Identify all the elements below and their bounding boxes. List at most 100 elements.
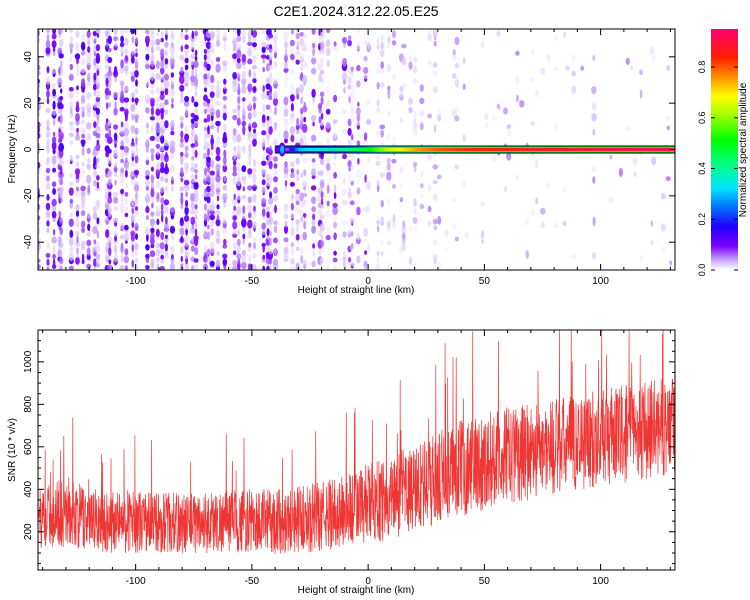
heatmap-cell — [311, 67, 317, 75]
heatmap-cell — [156, 31, 160, 37]
heatmap-cell — [46, 90, 50, 99]
heatmap-cell — [273, 156, 278, 162]
heatmap-cell — [134, 183, 139, 192]
heatmap-cell — [209, 204, 215, 212]
heatmap-cell — [347, 174, 352, 182]
heatmap-cell — [530, 121, 536, 126]
heatmap-cell — [205, 30, 212, 39]
heatmap-cell — [236, 245, 241, 254]
heatmap-cell — [311, 134, 317, 142]
carrier-core — [597, 148, 602, 151]
heatmap-cell — [156, 218, 160, 226]
heatmap-cell — [124, 64, 129, 72]
heatmap-cell — [202, 101, 209, 107]
heatmap-cell — [387, 85, 391, 91]
heatmap-cell — [332, 257, 338, 263]
heatmap-cell — [380, 216, 384, 223]
heatmap-cell — [343, 176, 346, 185]
heatmap-cell — [310, 185, 317, 191]
heatmap-cell — [268, 160, 273, 170]
heatmap-cell — [241, 53, 247, 63]
heatmap-cell — [651, 156, 657, 166]
heatmap-cell — [170, 154, 174, 160]
heatmap-cell — [171, 185, 174, 192]
heatmap-cell — [183, 73, 190, 83]
heatmap-cell — [68, 87, 74, 92]
heatmap-cell — [216, 124, 220, 134]
heatmap-cell — [69, 237, 74, 246]
heatmap-cell — [68, 218, 74, 227]
heatmap-cell — [203, 118, 208, 123]
heatmap-cell — [432, 218, 438, 225]
heatmap-cell — [164, 140, 169, 147]
heatmap-cell — [107, 120, 113, 127]
heatmap-cell — [59, 265, 63, 270]
heatmap-cell — [428, 30, 432, 35]
heatmap-cell — [232, 134, 238, 143]
heatmap-cell — [332, 119, 338, 124]
heatmap-cell — [120, 167, 124, 174]
heatmap-cell — [268, 75, 273, 84]
heatmap-cell — [209, 124, 215, 130]
carrier-core — [400, 148, 405, 151]
heatmap-cell — [205, 131, 212, 138]
heatmap-cell — [392, 136, 396, 142]
heatmap-cell — [119, 42, 125, 48]
heatmap-cell — [222, 131, 227, 141]
heatmap-cell — [180, 91, 184, 100]
heatmap-cell — [51, 40, 57, 48]
heatmap-cell — [159, 145, 165, 152]
carrier-core — [580, 148, 585, 151]
carrier-core — [500, 148, 505, 151]
heatmap-cell — [342, 188, 347, 196]
heatmap-cell — [232, 176, 237, 185]
carrier-core — [303, 148, 308, 151]
heatmap-cell — [185, 191, 188, 198]
heatmap-cell — [169, 245, 175, 254]
heatmap-cell — [131, 113, 135, 121]
heatmap-cell — [52, 167, 57, 173]
heatmap-cell — [59, 95, 64, 101]
heatmap-cell — [266, 206, 271, 212]
heatmap-cell — [392, 214, 396, 223]
heatmap-cell — [95, 96, 101, 103]
heatmap-cell — [107, 76, 112, 82]
heatmap-cell — [295, 224, 300, 233]
heatmap-cell — [180, 45, 183, 52]
heatmap-cell — [75, 231, 80, 236]
heatmap-cell — [433, 254, 438, 261]
heatmap-cell — [190, 161, 195, 169]
heatmap-cell — [52, 244, 56, 254]
heatmap-cell — [236, 72, 241, 77]
heatmap-cell — [51, 236, 57, 244]
heatmap-cell — [433, 225, 438, 231]
heatmap-cell — [164, 120, 169, 129]
heatmap-cell — [58, 53, 64, 59]
heatmap-cell — [38, 215, 41, 221]
heatmap-cell — [95, 199, 101, 207]
heatmap-cell — [295, 200, 300, 206]
heatmap-cell — [160, 107, 165, 114]
heatmap-cell — [216, 168, 220, 178]
carrier-core — [629, 148, 633, 151]
heatmap-cell — [183, 183, 190, 192]
heatmap-cell — [215, 109, 221, 119]
heatmap-cell — [144, 46, 150, 52]
heatmap-cell — [299, 38, 305, 47]
heatmap-cell — [252, 78, 257, 84]
heatmap-cell — [252, 86, 257, 92]
heatmap-cell — [295, 157, 300, 165]
heatmap-cell — [232, 37, 237, 42]
heatmap-cell — [273, 30, 278, 38]
heatmap-cell — [204, 245, 207, 253]
heatmap-cell — [164, 243, 168, 252]
heatmap-cell — [356, 42, 361, 51]
heatmap-cell — [268, 95, 273, 100]
heatmap-cell — [75, 247, 80, 255]
heatmap-cell — [86, 163, 92, 171]
heatmap-cell — [248, 242, 252, 248]
heatmap-cell — [169, 45, 176, 54]
heatmap-cell — [180, 66, 184, 74]
heatmap-cell — [251, 30, 258, 38]
heatmap-cell — [134, 150, 139, 157]
